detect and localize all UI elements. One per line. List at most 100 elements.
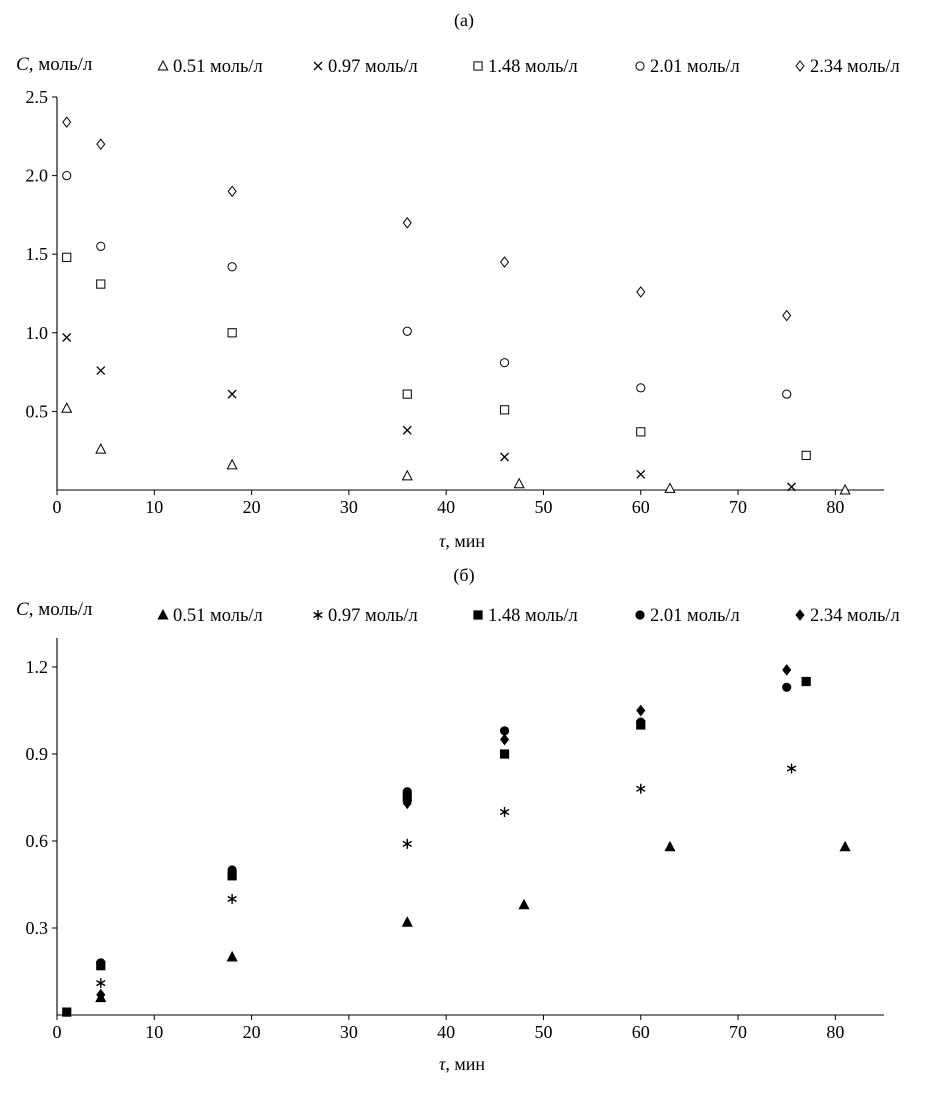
x-tick-label: 80 — [826, 497, 844, 517]
data-point — [96, 241, 106, 251]
data-point — [313, 61, 323, 71]
legend-item: 0.51 моль/л — [157, 606, 263, 626]
x-tick-label: 70 — [729, 497, 747, 517]
data-point — [402, 389, 412, 399]
data-point — [62, 1007, 72, 1017]
data-point — [96, 978, 106, 989]
legend-item: 0.51 моль/л — [157, 57, 263, 77]
y-axis-label: C, моль/л — [16, 599, 93, 620]
data-point — [787, 482, 797, 492]
y-tick-label: 2.5 — [26, 87, 49, 107]
data-point — [96, 958, 106, 968]
legend-item: 0.97 моль/л — [313, 606, 418, 626]
legend-label: 2.34 моль/л — [810, 606, 900, 626]
legend-label: 1.48 моль/л — [488, 606, 578, 626]
x-tick-label: 70 — [729, 1022, 747, 1042]
data-point — [782, 389, 792, 399]
legend-label: 2.01 моль/л — [650, 57, 740, 77]
data-point — [402, 425, 412, 435]
data-point — [636, 717, 646, 727]
x-tick-label: 10 — [145, 497, 163, 517]
x-axis-label: τ, мин — [439, 531, 485, 551]
y-tick-label: 2.0 — [26, 166, 49, 186]
data-point — [499, 726, 510, 736]
data-point — [636, 469, 646, 479]
x-tick-label: 40 — [437, 497, 455, 517]
legend-item: 0.97 моль/л — [313, 57, 418, 77]
x-tick-label: 80 — [826, 1022, 844, 1042]
data-point — [62, 116, 72, 128]
data-point — [226, 458, 238, 470]
data-point — [636, 783, 646, 794]
data-point — [402, 787, 412, 797]
y-axis-label: C, моль/л — [16, 54, 93, 75]
data-point — [500, 452, 510, 462]
legend-label: 0.97 моль/л — [328, 606, 418, 626]
data-point — [499, 807, 510, 817]
x-tick-label: 0 — [53, 497, 62, 517]
data-point — [635, 610, 645, 620]
data-point — [782, 682, 792, 692]
data-point — [499, 358, 510, 368]
data-point — [839, 840, 851, 852]
data-point — [157, 608, 169, 620]
series-points — [96, 664, 792, 1001]
x-tick-label: 50 — [534, 497, 552, 517]
chart-a-figure: (а) C, моль/л 0 10 20 30 40 50 60 70 80 0.5 1.0 1.5 2.… — [16, 10, 900, 551]
series-points — [96, 682, 792, 968]
data-point — [473, 610, 483, 620]
data-point — [62, 333, 72, 342]
legend-label: 1.48 моль/л — [488, 57, 578, 77]
data-point — [795, 609, 805, 621]
data-point — [157, 59, 169, 71]
series-points — [62, 171, 792, 399]
data-point — [227, 867, 237, 879]
data-point — [801, 676, 811, 687]
legend-item: 2.34 моль/л — [795, 606, 900, 626]
series-points — [62, 116, 792, 322]
data-point — [227, 185, 237, 198]
data-point — [664, 482, 676, 493]
x-tick-label: 10 — [145, 1022, 163, 1042]
data-point — [636, 704, 646, 717]
data-point — [62, 252, 72, 262]
chart-title: (а) — [454, 10, 474, 31]
chart-b-figure: (б) C, моль/л 0 10 20 30 40 50 60 70 80 0.3 0.6 0.9 1.… — [16, 565, 900, 1074]
legend-label: 0.51 моль/л — [173, 606, 263, 626]
series-points — [61, 402, 851, 495]
y-tick-label: 1.5 — [26, 244, 49, 264]
data-point — [402, 797, 412, 810]
data-point — [226, 950, 238, 962]
data-point — [473, 61, 483, 71]
data-point — [786, 763, 797, 774]
data-point — [839, 483, 851, 495]
data-point — [227, 389, 237, 399]
x-tick-label: 20 — [243, 1022, 261, 1042]
data-point — [801, 450, 811, 461]
series-points — [95, 840, 851, 1003]
legend-label: 2.01 моль/л — [650, 606, 740, 626]
x-tick-label: 0 — [53, 1022, 62, 1042]
series-points — [62, 252, 811, 461]
legend-item: 1.48 моль/л — [473, 606, 578, 626]
x-tick-label: 30 — [340, 497, 358, 517]
legend-item: 2.01 моль/л — [635, 57, 740, 77]
y-tick-label: 0.3 — [26, 918, 49, 938]
data-point — [513, 477, 525, 489]
y-tick-label: 0.6 — [26, 831, 49, 851]
data-point — [636, 286, 646, 298]
data-point — [782, 309, 792, 322]
y-tick-label: 0.9 — [26, 744, 49, 764]
legend-label: 2.34 моль/л — [810, 57, 900, 77]
y-tick-label: 1.2 — [26, 657, 49, 677]
data-point — [782, 664, 792, 676]
x-tick-label: 60 — [632, 497, 650, 517]
legend-label: 0.51 моль/л — [173, 57, 263, 77]
series-points — [62, 676, 811, 1017]
legend-label: 0.97 моль/л — [328, 57, 418, 77]
data-point — [62, 171, 72, 181]
data-point — [518, 898, 530, 910]
data-point — [499, 749, 510, 759]
data-point — [313, 610, 323, 620]
